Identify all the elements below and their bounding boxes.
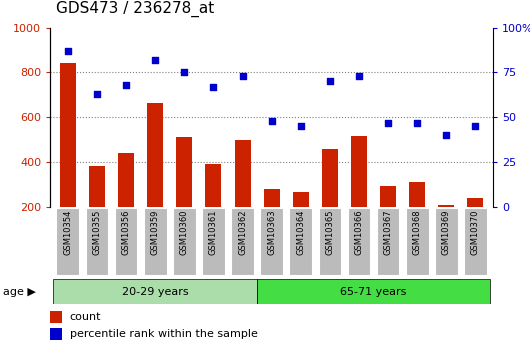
Text: GSM10363: GSM10363: [267, 210, 276, 255]
Text: GSM10369: GSM10369: [442, 210, 451, 255]
Bar: [289, 208, 312, 275]
Text: GSM10367: GSM10367: [384, 210, 393, 255]
Text: GSM10361: GSM10361: [209, 210, 218, 255]
Text: GSM10360: GSM10360: [180, 210, 189, 255]
Bar: [464, 208, 487, 275]
Bar: [206, 164, 222, 207]
Bar: [234, 140, 251, 207]
Bar: [438, 205, 454, 207]
Bar: [57, 208, 79, 275]
Text: GSM10355: GSM10355: [92, 210, 101, 255]
Point: [122, 82, 130, 88]
Point: [442, 132, 450, 138]
Bar: [49, 310, 62, 323]
Bar: [319, 208, 341, 275]
Text: GDS473 / 236278_at: GDS473 / 236278_at: [56, 1, 214, 17]
Text: percentile rank within the sample: percentile rank within the sample: [69, 329, 258, 339]
Text: GSM10364: GSM10364: [296, 210, 305, 255]
Bar: [173, 208, 196, 275]
Bar: [147, 103, 163, 207]
Bar: [85, 208, 108, 275]
Point: [238, 73, 247, 79]
Point: [151, 57, 160, 63]
Text: GSM10370: GSM10370: [471, 210, 480, 255]
Point: [296, 124, 305, 129]
Point: [93, 91, 101, 97]
Bar: [377, 208, 400, 275]
Text: 20-29 years: 20-29 years: [122, 287, 189, 296]
Bar: [231, 208, 254, 275]
Point: [355, 73, 363, 79]
Text: GSM10362: GSM10362: [238, 210, 247, 255]
Point: [180, 70, 189, 75]
Bar: [322, 149, 338, 207]
Bar: [144, 208, 166, 275]
Point: [413, 120, 421, 126]
Bar: [260, 208, 283, 275]
Text: GSM10354: GSM10354: [63, 210, 72, 255]
Text: age ▶: age ▶: [3, 287, 36, 296]
Text: 65-71 years: 65-71 years: [340, 287, 407, 296]
Bar: [263, 189, 280, 207]
Point: [325, 79, 334, 84]
Bar: [118, 153, 134, 207]
Point: [209, 84, 218, 90]
Bar: [176, 137, 192, 207]
Bar: [53, 279, 257, 304]
Text: count: count: [69, 312, 101, 322]
Text: GSM10365: GSM10365: [325, 210, 334, 255]
Bar: [89, 166, 105, 207]
Bar: [60, 63, 76, 207]
Bar: [202, 208, 225, 275]
Bar: [114, 208, 137, 275]
Bar: [409, 182, 425, 207]
Bar: [406, 208, 429, 275]
Point: [471, 124, 480, 129]
Bar: [257, 279, 490, 304]
Text: GSM10368: GSM10368: [413, 210, 422, 255]
Point: [64, 48, 72, 54]
Bar: [293, 193, 309, 207]
Bar: [380, 186, 396, 207]
Text: GSM10366: GSM10366: [355, 210, 364, 255]
Bar: [351, 136, 367, 207]
Text: GSM10356: GSM10356: [121, 210, 130, 255]
Point: [384, 120, 392, 126]
Bar: [348, 208, 370, 275]
Bar: [467, 198, 483, 207]
Bar: [49, 328, 62, 340]
Text: GSM10359: GSM10359: [151, 210, 160, 255]
Point: [267, 118, 276, 124]
Bar: [435, 208, 458, 275]
